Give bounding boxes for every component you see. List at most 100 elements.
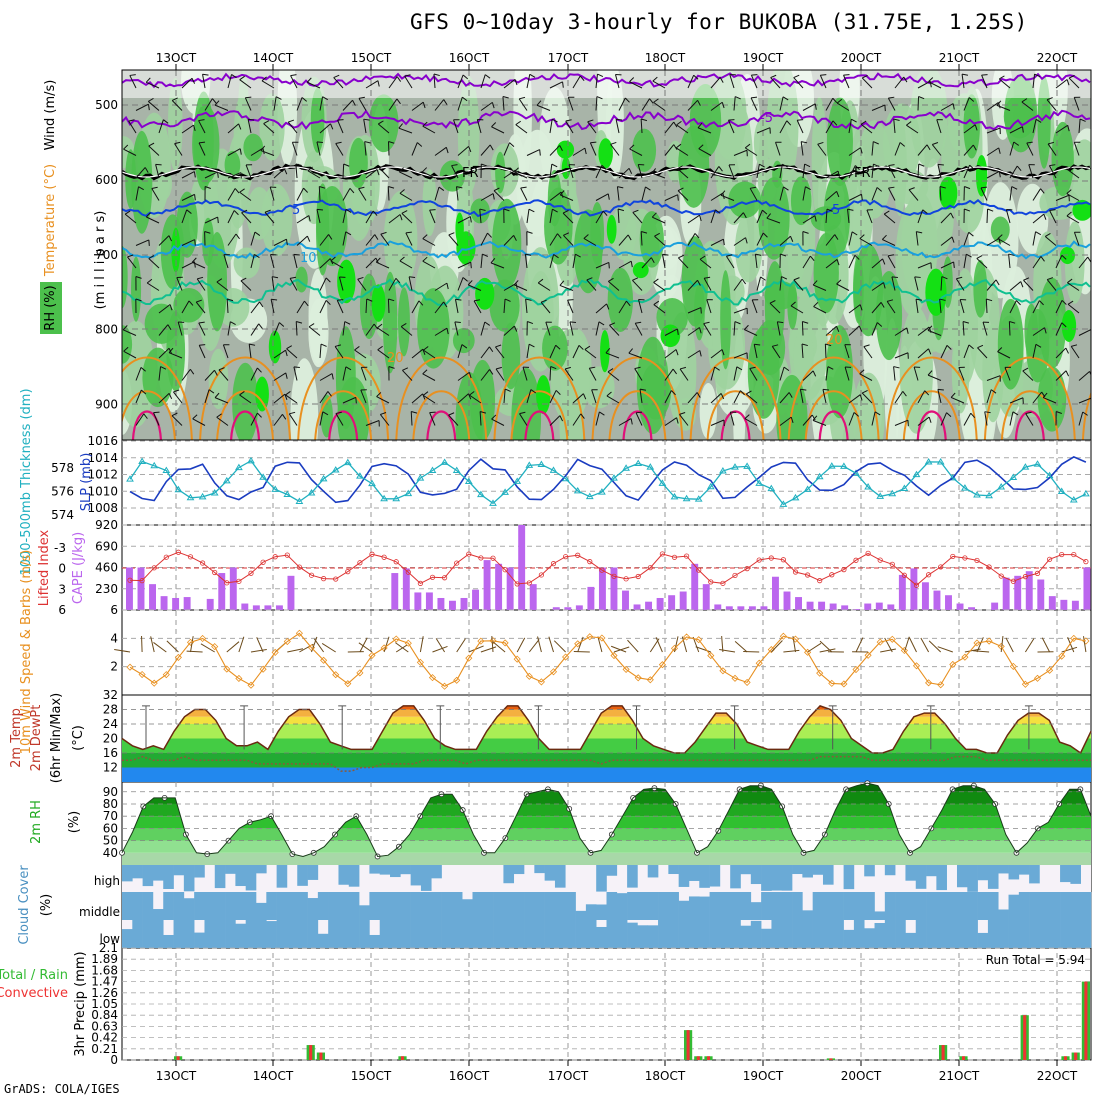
cloud-high-bar <box>420 865 432 891</box>
upper-wind-barb <box>1055 370 1067 381</box>
rh-wet-patch <box>1003 94 1036 139</box>
cape-bar <box>460 597 468 610</box>
cloud-middle-bar <box>843 892 855 920</box>
cloud-low-bar <box>513 920 525 948</box>
wind10-barb <box>783 649 800 653</box>
upper-wind-barb <box>522 366 528 381</box>
upper-wind-barb-flag <box>1012 411 1019 416</box>
temp-axis-label-3: (6hr Min/Max) <box>49 693 64 783</box>
upper-wind-barb-flag <box>811 414 816 421</box>
upper-wind-barb <box>204 389 210 404</box>
upper-wind-barb <box>1048 165 1057 179</box>
upper-wind-barb <box>293 366 298 381</box>
upper-wind-barb-flag <box>822 388 829 391</box>
temp-tick-label: 16 <box>103 746 118 760</box>
upper-wind-barb-flag <box>489 144 494 151</box>
upper-wind-barb <box>894 352 909 359</box>
lifted-marker <box>877 557 883 563</box>
upper-wind-barb-flag <box>980 186 987 189</box>
cloud-low-bar <box>596 926 607 948</box>
upper-wind-barb-flag <box>254 231 261 236</box>
upper-wind-barb-flag <box>286 239 288 246</box>
cloud-middle-bar <box>122 892 133 920</box>
upper-wind-barb <box>950 397 965 404</box>
rh-wet-patch <box>544 187 573 265</box>
rh2m-band <box>122 816 1091 829</box>
upper-wind-barb-flag <box>641 231 648 234</box>
cape-bar <box>518 525 526 610</box>
rh-moist-patch <box>559 382 584 440</box>
thickness-tick-label: 578 <box>51 461 74 475</box>
upper-wind-barb <box>779 392 790 404</box>
upper-wind-barb <box>848 394 861 404</box>
cloud-high-bar <box>688 865 700 881</box>
upper-wind-barb-flag <box>569 321 577 324</box>
upper-wind-barb-flag <box>1067 165 1073 171</box>
upper-wind-barb <box>410 411 413 426</box>
upper-wind-barb <box>342 209 347 224</box>
upper-wind-barb-flag <box>941 276 948 280</box>
precip-convective-bar <box>1063 1056 1068 1060</box>
upper-wind-barb-flag <box>502 96 509 99</box>
upper-wind-barb-flag <box>135 276 142 279</box>
upper-wind-barb <box>664 390 672 404</box>
upper-wind-barb-flag <box>1046 97 1053 101</box>
rh-saturated-patch <box>660 324 681 348</box>
upper-wind-barb <box>744 147 758 156</box>
upper-wind-barb-flag <box>256 367 262 373</box>
upper-wind-barb-flag <box>254 253 260 259</box>
top-date-label: 20OCT <box>841 51 882 65</box>
upper-wind-barb <box>927 329 942 336</box>
upper-wind-barb <box>388 98 398 111</box>
upper-wind-barb <box>198 345 206 359</box>
upper-wind-barb <box>334 346 344 359</box>
upper-wind-barb-flag <box>296 321 303 324</box>
cloud-high-bar <box>1060 865 1071 883</box>
upper-wind-barb <box>997 351 1011 359</box>
upper-wind-barb <box>226 298 229 314</box>
cloud-high-bar <box>771 865 783 891</box>
upper-wind-barb <box>526 74 531 89</box>
rh-saturated-patch <box>606 214 617 244</box>
lifted-marker <box>732 572 738 579</box>
cape-bar <box>575 605 583 610</box>
upper-wind-barb-flag <box>249 343 256 346</box>
upper-wind-barb <box>354 349 367 359</box>
upper-wind-barb-flag <box>876 187 883 192</box>
upper-wind-barb <box>871 164 874 179</box>
cloud-low-bar <box>431 920 442 948</box>
cloud-low-bar <box>183 920 195 948</box>
cloud-middle-bar <box>895 892 906 920</box>
upper-wind-barb-flag <box>536 100 542 106</box>
cloud-low-bar <box>451 920 463 948</box>
upper-wind-barb <box>434 146 447 156</box>
upper-wind-barb-flag <box>1013 141 1019 146</box>
cloud-middle-bar <box>472 892 484 920</box>
upper-wind-barb-flag <box>863 344 870 348</box>
upper-wind-barb-flag <box>891 276 898 278</box>
cape-bar <box>437 597 445 610</box>
rh-wet-patch <box>963 94 980 159</box>
upper-wind-barb <box>894 391 904 404</box>
pressure-tick-label: 700 <box>95 248 118 262</box>
cloud-low-bar <box>688 920 700 948</box>
upper-wind-barb <box>825 170 839 179</box>
upper-wind-barb-flag <box>722 239 725 246</box>
upper-wind-barb <box>273 393 286 404</box>
upper-wind-barb <box>940 412 947 426</box>
upper-wind-barb <box>358 188 367 201</box>
cape-bar <box>425 592 433 610</box>
upper-wind-barb-flag <box>759 163 765 168</box>
upper-wind-barb-flag <box>801 141 808 144</box>
wind10-barb <box>908 637 917 653</box>
rh2m-line <box>121 782 1092 858</box>
upper-wind-barb-flag <box>990 389 997 394</box>
upper-wind-barb-flag <box>606 303 610 310</box>
upper-wind-barb-flag <box>584 148 587 155</box>
upper-wind-barb-flag <box>860 120 867 125</box>
upper-wind-barb <box>526 209 530 224</box>
upper-wind-barb <box>1044 236 1057 246</box>
upper-wind-barb-flag <box>699 255 706 260</box>
cloud-low-bar <box>1029 920 1040 948</box>
upper-wind-barb-flag <box>559 145 563 151</box>
